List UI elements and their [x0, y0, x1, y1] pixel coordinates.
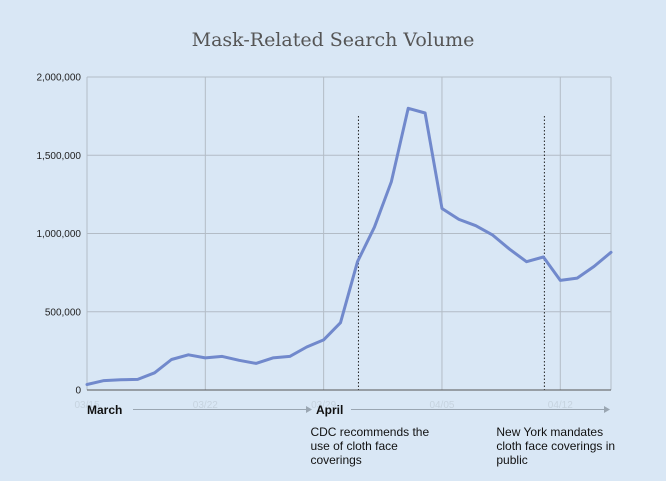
grid	[86, 76, 612, 390]
y-tick-label: 2,000,000	[37, 73, 82, 84]
march-arrowhead	[306, 406, 312, 413]
annotation-text: public	[496, 453, 527, 467]
data-point	[339, 321, 343, 325]
data-point	[119, 378, 123, 382]
data-point	[575, 276, 579, 280]
data-point	[186, 353, 190, 357]
x-tick-label: 04/05	[429, 400, 454, 411]
data-point	[153, 371, 157, 375]
annotation-text: New York mandates	[496, 425, 603, 439]
data-point	[558, 278, 562, 282]
month-label: April	[316, 403, 343, 417]
annotation-text: cloth face coverings in	[496, 439, 615, 453]
month-label: March	[87, 403, 122, 417]
data-point	[288, 354, 292, 358]
data-point	[389, 180, 393, 184]
x-tick-label: 03/29	[311, 400, 336, 411]
data-point	[457, 217, 461, 221]
x-tick-label: 04/12	[548, 400, 573, 411]
data-point	[254, 361, 258, 365]
data-point	[355, 260, 359, 264]
data-point	[305, 345, 309, 349]
data-point	[440, 206, 444, 210]
data-point	[423, 111, 427, 115]
data-point	[508, 247, 512, 251]
data-point	[203, 356, 207, 360]
series-line	[85, 106, 613, 386]
data-point	[592, 264, 596, 268]
data-point	[102, 379, 106, 383]
data-point	[271, 356, 275, 360]
x-tick-label: 03/15	[74, 400, 99, 411]
axes: 0 500,000 1,000,000 1,500,000 2,000,000 03/15…	[37, 73, 616, 468]
data-point	[524, 260, 528, 264]
data-point	[372, 225, 376, 229]
annotation-text: use of cloth face	[310, 439, 398, 453]
x-tick-label: 03/22	[193, 400, 218, 411]
annotation-lines	[357, 116, 545, 390]
data-point	[220, 354, 224, 358]
april-arrowhead	[604, 406, 610, 413]
data-point	[406, 106, 410, 110]
y-tick-label: 0	[75, 386, 81, 397]
y-tick-label: 1,500,000	[37, 151, 82, 162]
data-point	[85, 383, 89, 387]
annotation-text: CDC recommends the	[310, 425, 429, 439]
data-point	[541, 255, 545, 259]
data-point	[609, 250, 613, 254]
data-point	[237, 358, 241, 362]
series-layer	[85, 106, 613, 386]
y-tick-label: 1,000,000	[37, 229, 82, 240]
data-point	[136, 377, 140, 381]
chart-title: Mask-Related Search Volume	[192, 29, 475, 51]
annotation-text: coverings	[310, 453, 361, 467]
y-tick-label: 500,000	[45, 307, 82, 318]
data-point	[322, 338, 326, 342]
data-point	[474, 224, 478, 228]
data-point	[491, 233, 495, 237]
data-point	[170, 357, 174, 361]
